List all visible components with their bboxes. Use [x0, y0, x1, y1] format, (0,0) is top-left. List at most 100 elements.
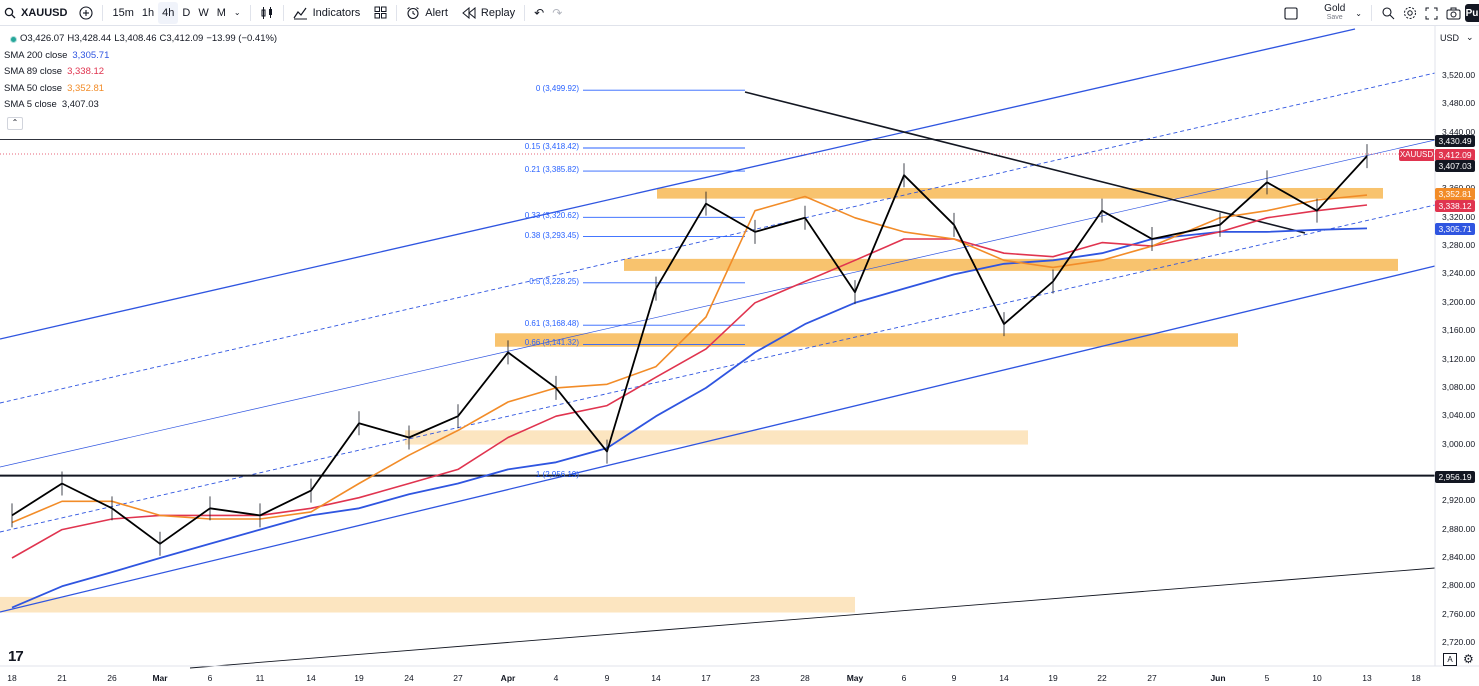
undo-button[interactable]: ↶: [530, 2, 548, 24]
legend-sma50[interactable]: SMA 50 close 3,352.81: [4, 81, 280, 98]
date-tick-label: 13: [1362, 673, 1372, 683]
fullscreen-icon: [1425, 7, 1438, 19]
layout-toggle-button[interactable]: [1280, 2, 1302, 24]
settings-button[interactable]: [1399, 2, 1421, 24]
date-tick-label: 19: [354, 673, 364, 683]
fullscreen-button[interactable]: [1421, 2, 1442, 24]
chart-type-button[interactable]: [256, 2, 278, 24]
fib-level-label: 0.5 (3,228.25): [529, 276, 579, 286]
replay-label: Replay: [480, 6, 516, 19]
date-tick-label: 14: [651, 673, 661, 683]
supply-demand-zones: [0, 187, 1398, 613]
legend-sma200[interactable]: SMA 200 close 3,305.71: [4, 48, 280, 65]
price-tick-label: 2,840.00: [1442, 551, 1476, 562]
price-tick-label: 3,520.00: [1442, 70, 1476, 80]
hline-bottom-badge: 2,956.19: [1435, 471, 1475, 483]
trend-channels: [0, 28, 1436, 669]
timeframe-w[interactable]: W: [198, 6, 209, 19]
chevron-down-icon[interactable]: ⌄: [1466, 32, 1474, 42]
market-status-dot: [10, 35, 17, 43]
date-tick-label: 11: [255, 673, 265, 683]
price-series: [11, 144, 1368, 609]
auto-scale-button[interactable]: A: [1443, 653, 1457, 666]
plus-circle-icon: [79, 5, 94, 20]
legend-collapse-button[interactable]: ⌃: [7, 116, 23, 130]
zone-rect: [624, 258, 1398, 271]
currency-label[interactable]: USD: [1440, 33, 1460, 43]
indicators-button[interactable]: Indicators: [289, 2, 365, 24]
replay-button[interactable]: Replay: [458, 2, 519, 24]
ohlc-low: L3,408.46: [114, 33, 157, 44]
date-tick-label: 22: [1097, 673, 1107, 683]
tradingview-logo[interactable]: 17: [8, 648, 24, 665]
search-icon: [4, 7, 16, 18]
layout-name-button[interactable]: Gold Save: [1318, 4, 1351, 22]
date-tick-label: Jun: [1210, 673, 1226, 683]
chevron-down-icon: ⌄: [1355, 8, 1362, 18]
ohlc-close: C3,412.09: [159, 33, 204, 44]
toolbar-divider: [1371, 5, 1372, 21]
date-tick-label: 18: [1411, 673, 1421, 683]
channel-median-line: [0, 139, 1436, 468]
price-tick-label: 2,920.00: [1442, 495, 1476, 506]
fib-level-label: 1 (2,956.19): [535, 469, 579, 479]
layout-dropdown[interactable]: ⌄: [1351, 2, 1366, 24]
legend-sma5[interactable]: SMA 5 close 3,407.03: [4, 97, 280, 114]
date-tick-label: 14: [999, 673, 1009, 683]
zone-rect: [0, 596, 855, 613]
ohlc-row: O3,426.07 H3,428.44 L3,408.46 C3,412.09 …: [4, 31, 280, 48]
grid-icon: [374, 6, 387, 19]
alert-label: Alert: [425, 6, 448, 19]
alarm-clock-icon: [407, 6, 420, 19]
date-tick-label: 27: [1147, 673, 1157, 683]
fib-level-label: 0 (3,499.92): [535, 84, 579, 94]
compare-symbol-button[interactable]: [75, 2, 97, 24]
quick-search-button[interactable]: [1377, 2, 1399, 24]
chart-canvas[interactable]: [0, 26, 1479, 686]
legend-sma89[interactable]: SMA 89 close 3,338.12: [4, 64, 280, 81]
ohlc-open: O3,426.07: [20, 33, 65, 44]
toolbar-right: Gold Save ⌄ Pu: [1280, 0, 1479, 26]
fib-retracement-lines: [583, 89, 745, 477]
sma200-line: [11, 227, 1368, 609]
timeframe-4h[interactable]: 4h: [158, 1, 179, 24]
price-tick-label: 3,040.00: [1442, 410, 1476, 421]
alert-button[interactable]: Alert: [402, 2, 452, 24]
timeframe-m[interactable]: M: [216, 6, 226, 19]
date-tick-label: 27: [453, 673, 463, 683]
price-tick-label: 2,760.00: [1442, 608, 1476, 619]
axes-frame: [0, 26, 1479, 667]
date-tick-label: May: [846, 673, 864, 683]
snapshot-button[interactable]: [1442, 2, 1465, 24]
sma50-value: 3,352.81: [67, 82, 105, 94]
symbol-search[interactable]: XAUUSD: [0, 2, 71, 24]
toolbar-divider: [102, 4, 104, 21]
timeframe-dropdown[interactable]: ⌄: [230, 2, 245, 24]
templates-button[interactable]: [370, 2, 391, 24]
toolbar-divider: [282, 4, 284, 21]
date-tick-label: 28: [800, 673, 810, 683]
sma89-line: [11, 204, 1368, 559]
date-tick-label: 17: [701, 673, 711, 683]
price-tick-label: 2,720.00: [1442, 637, 1476, 647]
date-tick-label: Apr: [500, 673, 516, 683]
date-tick-label: 9: [951, 673, 957, 683]
channel-lower-line: [0, 265, 1436, 613]
timeframe-d[interactable]: D: [182, 6, 191, 19]
redo-button[interactable]: ↷: [548, 2, 566, 24]
channel-mid-lower-dashed: [0, 204, 1436, 533]
redo-icon: ↷: [552, 5, 563, 20]
timeframe-1h[interactable]: 1h: [141, 6, 155, 19]
sma50-line: [11, 194, 1368, 524]
sma200-label: SMA 200 close: [4, 49, 68, 61]
date-tick-label: 4: [553, 673, 559, 683]
sma89-value: 3,338.12: [67, 66, 105, 77]
date-tick-label: 21: [57, 673, 67, 683]
symbol-name: XAUUSD: [21, 6, 68, 19]
magic-search-icon: [1382, 7, 1395, 20]
axis-settings-gear-icon[interactable]: ⚙: [1463, 652, 1474, 666]
timeframe-15m[interactable]: 15m: [112, 6, 134, 19]
avatar[interactable]: Pu: [1465, 4, 1479, 22]
date-tick-label: 10: [1312, 673, 1322, 683]
price-tick-label: 2,880.00: [1442, 523, 1476, 534]
